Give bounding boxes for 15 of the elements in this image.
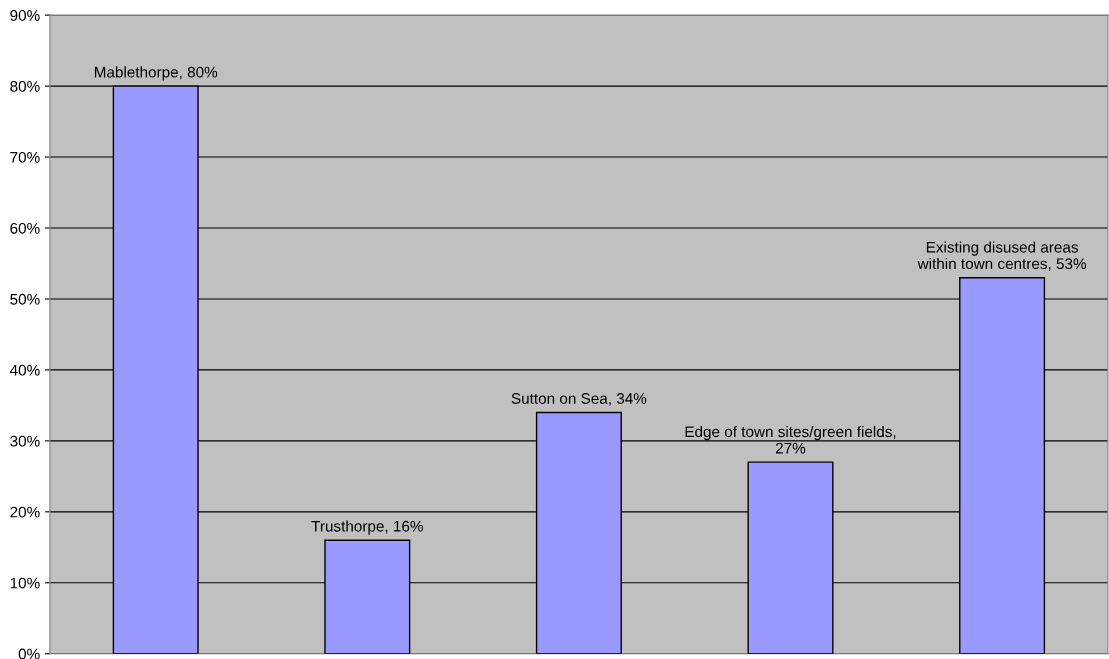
y-tick-label: 20% [10, 506, 40, 518]
y-tick-label: 0% [18, 648, 40, 659]
y-tick-label: 60% [10, 222, 40, 234]
y-tick-label: 30% [10, 435, 40, 447]
y-tick-label: 80% [10, 80, 40, 92]
y-tick-label: 40% [9, 364, 40, 376]
y-tick-label: 90% [10, 10, 40, 21]
data-label: Sutton on Sea, 34% [511, 393, 647, 406]
data-label: Existing disused areas within town centres, 53% [917, 241, 1087, 271]
y-tick-label: 50% [10, 293, 40, 305]
y-tick-label: 70% [10, 151, 40, 163]
y-tick-label: 10% [10, 577, 40, 589]
data-label: Edge of town sites/green fields, 27% [685, 425, 896, 454]
data-label: Mablethorpe, 80% [94, 66, 218, 81]
data-label: Trusthorpe, 16% [311, 520, 423, 535]
